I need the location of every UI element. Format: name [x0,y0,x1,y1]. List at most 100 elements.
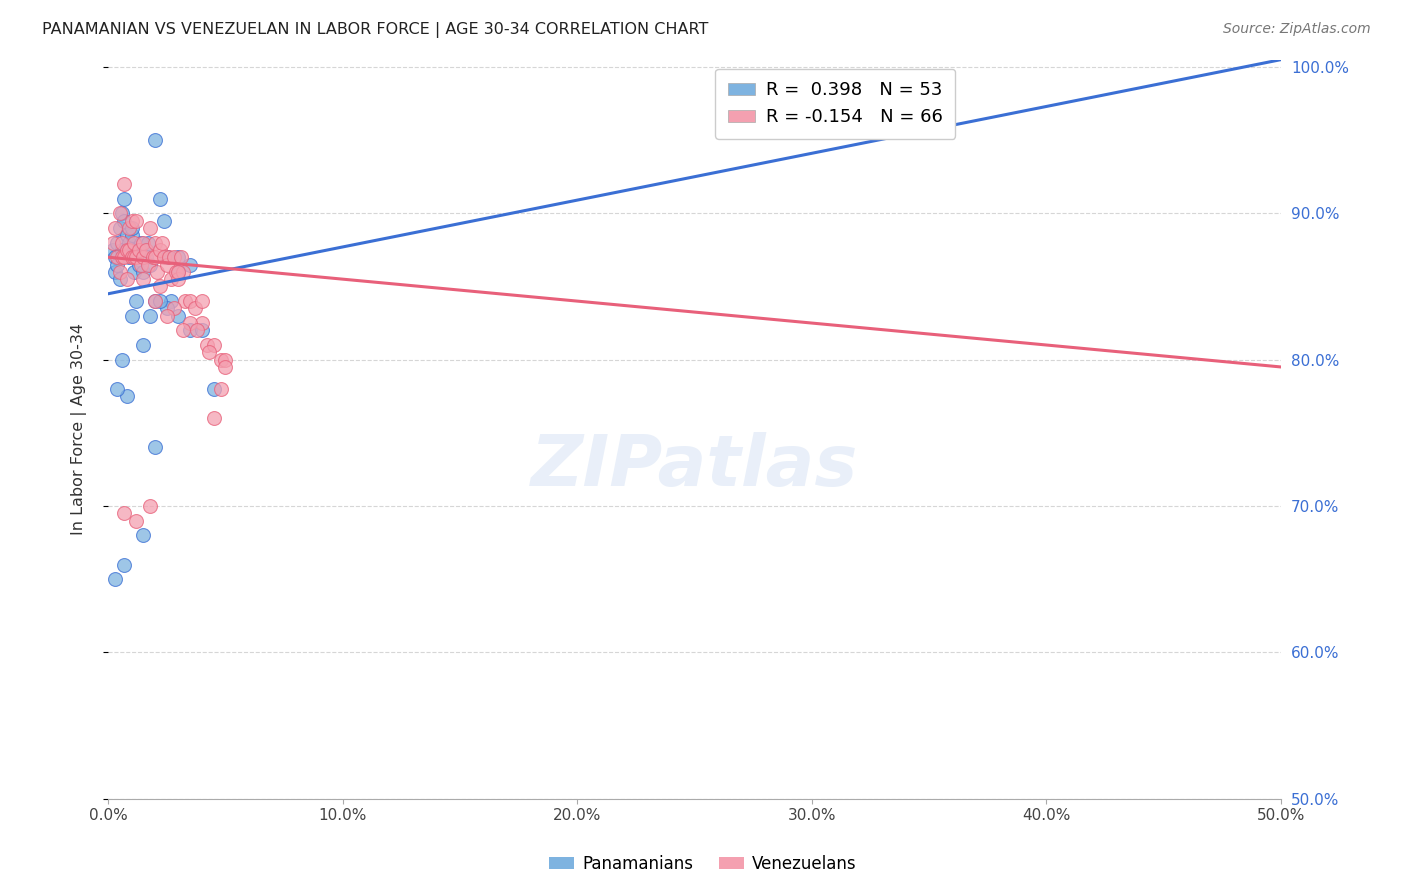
Point [132,528,155,542]
Point [143,294,166,309]
Point [191,323,214,337]
Point [214,352,236,367]
Point [107,258,129,272]
Point [114,506,136,520]
Point [136,235,159,250]
Point [118,235,141,250]
Point [167,265,190,279]
Point [122,265,145,279]
Point [125,250,148,264]
Point [167,272,190,286]
Point [195,338,218,352]
Text: ZIPatlas: ZIPatlas [531,432,858,500]
Point [121,309,143,323]
Point [149,294,172,309]
Point [125,294,148,309]
Legend: Panamanians, Venezuelans: Panamanians, Venezuelans [543,848,863,880]
Point [153,250,176,264]
Point [122,243,145,257]
Point [128,243,150,257]
Point [191,294,214,309]
Point [157,250,180,264]
Point [156,258,179,272]
Point [179,316,201,330]
Point [107,382,129,396]
Point [186,323,208,337]
Point [111,206,134,220]
Point [143,235,166,250]
Point [114,558,136,572]
Point [179,258,201,272]
Point [135,250,157,264]
Legend: R =  0.398   N = 53, R = -0.154   N = 66: R = 0.398 N = 53, R = -0.154 N = 66 [716,69,955,139]
Point [209,382,232,396]
Point [108,221,131,235]
Point [139,258,162,272]
Point [172,265,194,279]
Point [132,250,155,264]
Point [107,250,129,264]
Point [114,250,136,264]
Point [118,250,141,264]
Point [132,235,155,250]
Point [129,258,152,272]
Point [104,265,127,279]
Point [167,250,190,264]
Point [111,250,134,264]
Point [149,192,172,206]
Point [153,213,176,227]
Point [143,441,166,455]
Point [132,272,155,286]
Point [104,221,127,235]
Point [121,250,143,264]
Point [135,243,157,257]
Y-axis label: In Labor Force | Age 30-34: In Labor Force | Age 30-34 [72,323,87,535]
Point [111,352,134,367]
Point [179,294,201,309]
Point [101,243,124,257]
Point [108,265,131,279]
Point [170,250,193,264]
Point [163,250,186,264]
Point [115,228,138,243]
Point [122,250,145,264]
Point [172,323,194,337]
Point [156,250,179,264]
Point [114,192,136,206]
Point [191,316,214,330]
Point [198,345,221,359]
Text: PANAMANIAN VS VENEZUELAN IN LABOR FORCE | AGE 30-34 CORRELATION CHART: PANAMANIAN VS VENEZUELAN IN LABOR FORCE … [42,22,709,38]
Point [129,235,152,250]
Point [115,389,138,403]
Point [115,243,138,257]
Point [101,235,124,250]
Point [139,221,162,235]
Point [143,294,166,309]
Point [104,250,127,264]
Point [156,250,179,264]
Point [149,279,172,293]
Point [121,228,143,243]
Point [108,206,131,220]
Point [121,213,143,227]
Point [179,323,201,337]
Point [139,309,162,323]
Point [118,221,141,235]
Point [149,243,172,257]
Point [202,411,225,425]
Point [150,235,173,250]
Point [114,177,136,191]
Point [114,213,136,227]
Point [143,250,166,264]
Point [136,258,159,272]
Point [121,221,143,235]
Point [156,309,179,323]
Point [139,499,162,513]
Point [128,258,150,272]
Point [160,272,183,286]
Point [167,265,190,279]
Point [115,243,138,257]
Point [132,265,155,279]
Point [146,265,169,279]
Point [214,359,236,374]
